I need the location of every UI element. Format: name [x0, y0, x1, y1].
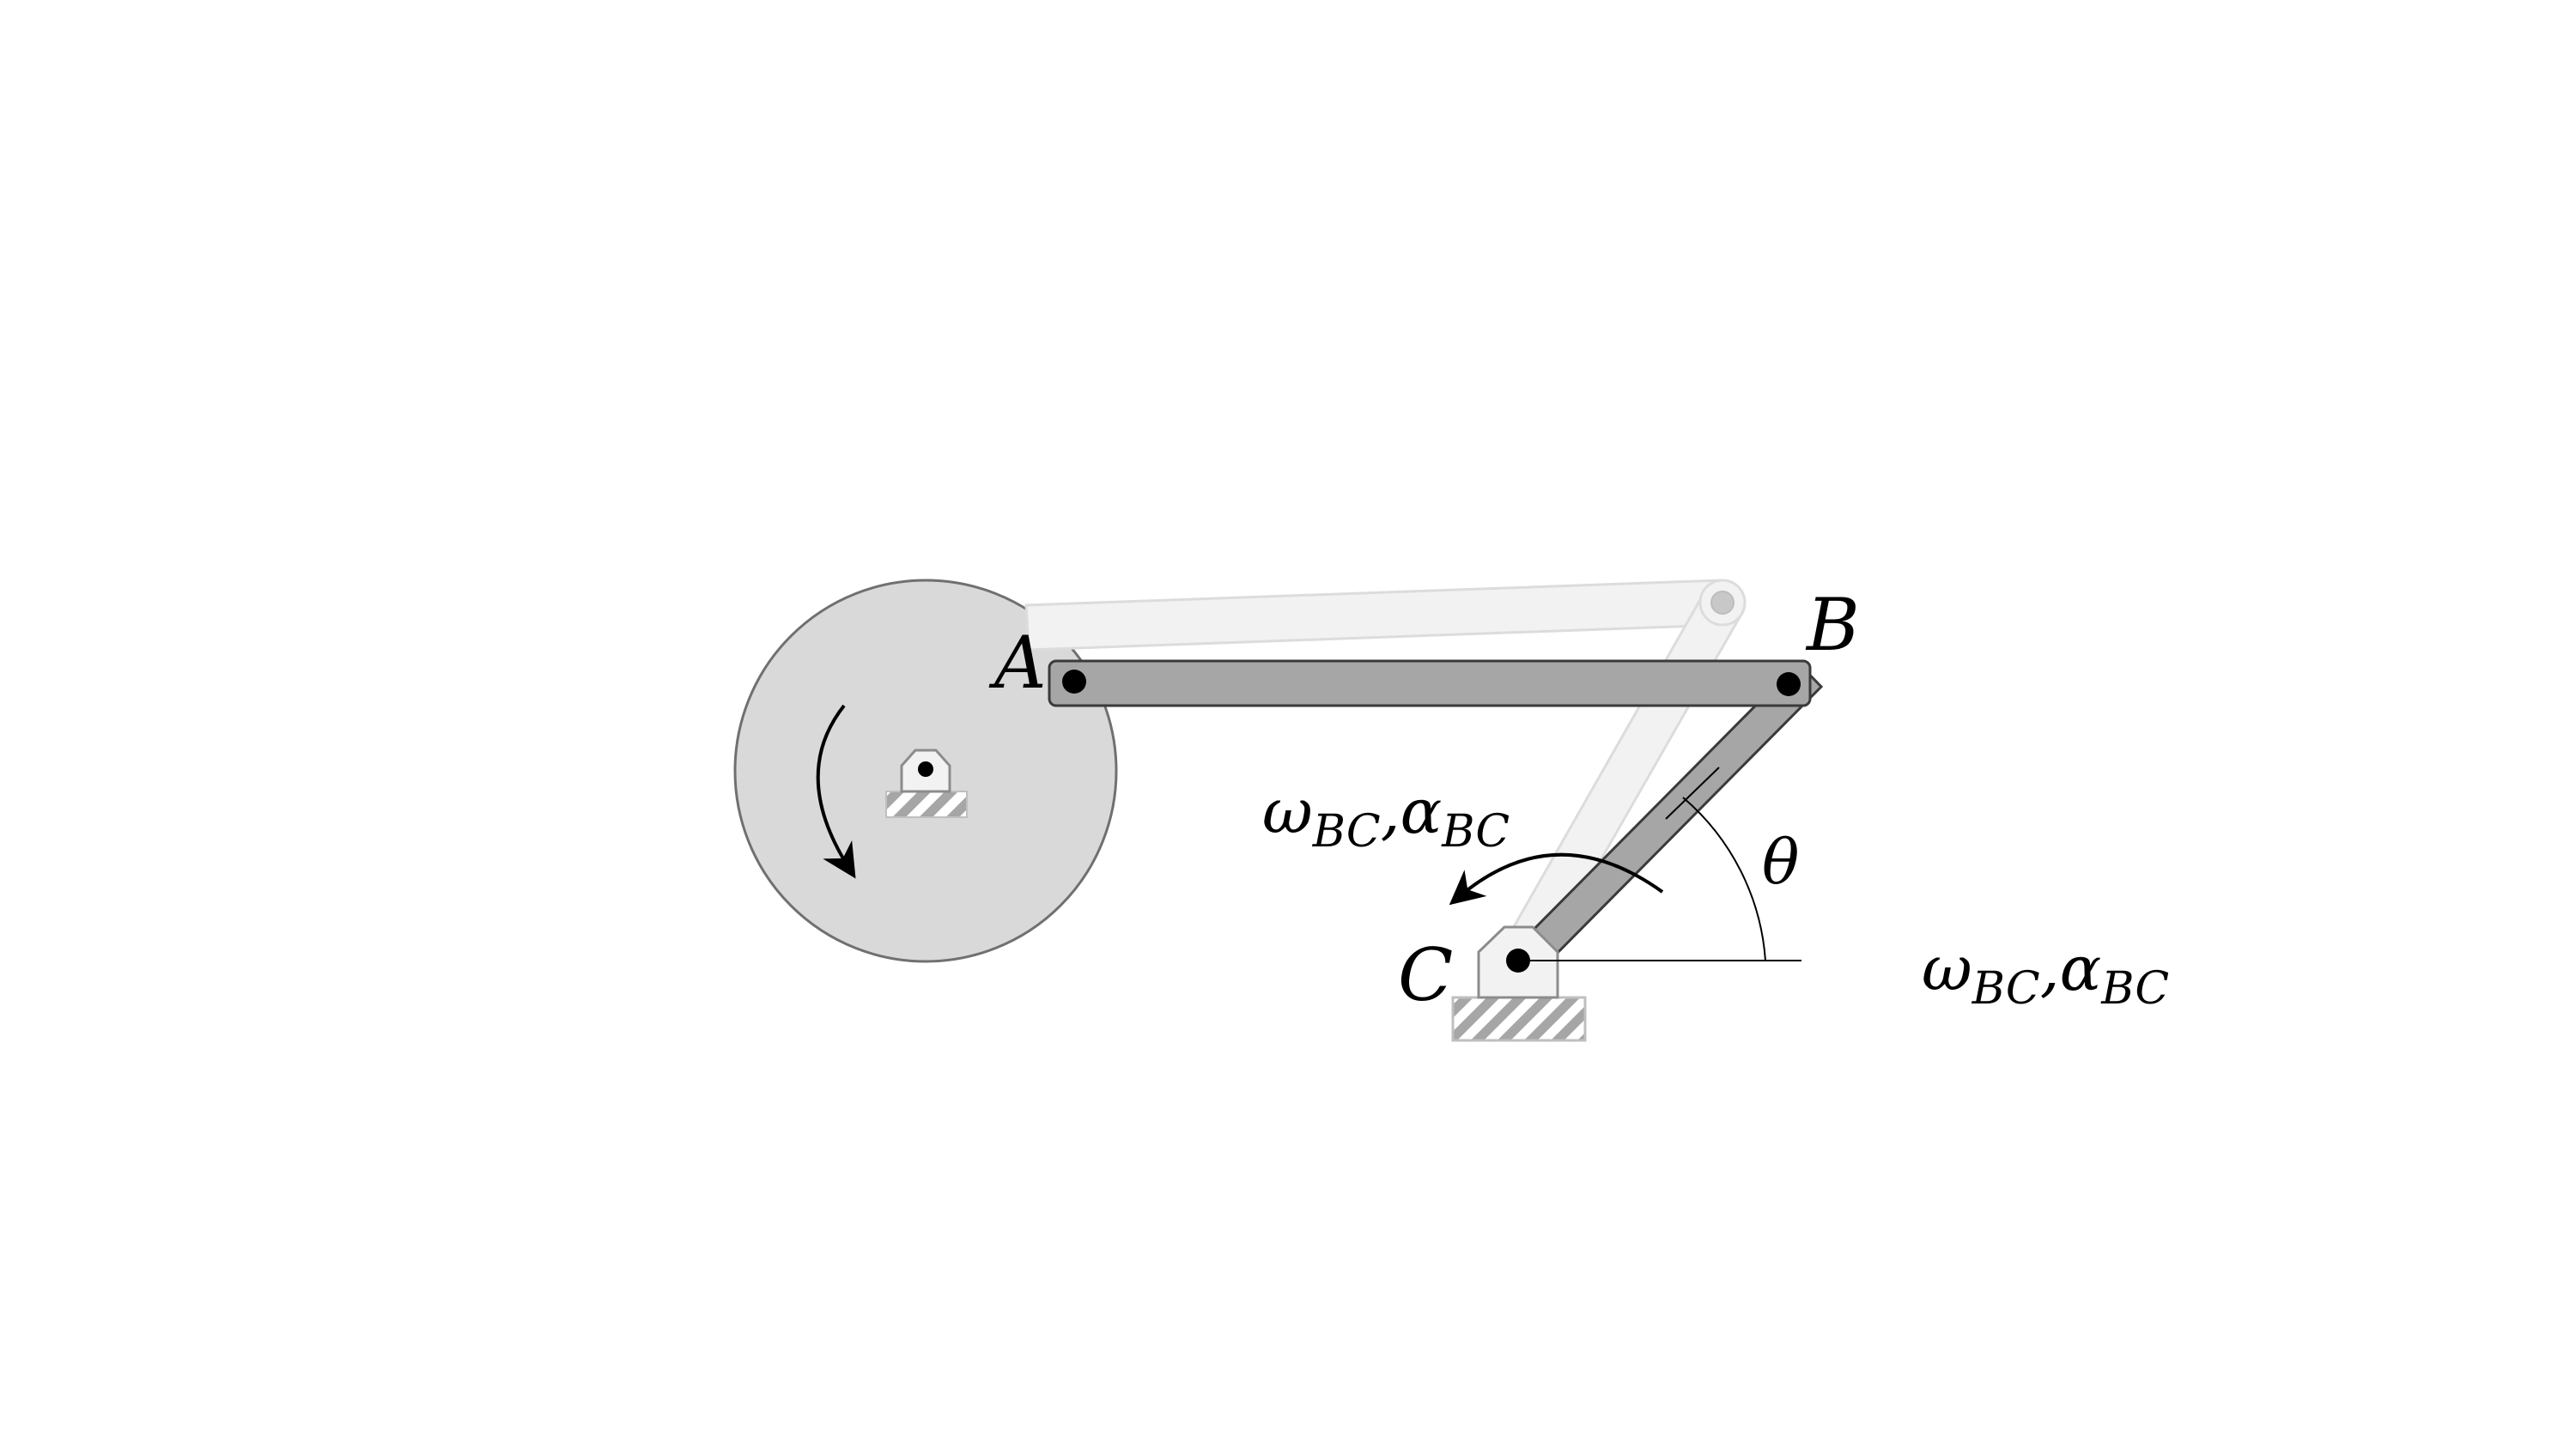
label-point-a: A [988, 621, 1047, 705]
separator-comma: , [1381, 775, 1400, 847]
label-point-c: C [1398, 933, 1453, 1017]
ground-hatch-c [1451, 996, 1587, 1042]
ghost-link-ab [1024, 579, 1725, 652]
alpha-symbol-right: α [2060, 932, 2102, 1004]
disk-center-pin [918, 761, 933, 777]
theta-angle-arc [1682, 797, 1766, 961]
theta-tick-mark [1665, 767, 1720, 820]
link-ab [1048, 659, 1812, 707]
pin-a [1062, 670, 1086, 694]
ground-support-c [1451, 925, 1587, 1042]
disk-rotation-arrow-icon [816, 704, 856, 879]
pin-b [1777, 672, 1801, 696]
label-point-b: B [1805, 583, 1860, 667]
alpha-subscript: BC [1441, 806, 1510, 858]
label-theta: θ [1762, 826, 1799, 898]
alpha-symbol: α [1400, 775, 1443, 847]
alpha-subscript-right: BC [2100, 963, 2169, 1015]
disk-support-hatch [885, 791, 968, 818]
label-omega-alpha-bc-right: ωBC,αBC [1922, 932, 2169, 1015]
disk-pin-support [885, 749, 968, 818]
ghost-linkage [1024, 579, 1747, 970]
omega-subscript: BC [1312, 806, 1381, 858]
omega-subscript-right: BC [1971, 963, 2040, 1015]
label-omega-alpha-bc: ωBC,αBC [1262, 775, 1510, 858]
omega-symbol: ω [1262, 775, 1313, 847]
omega-bc-rotation-arrow-icon [1449, 852, 1664, 906]
omega-symbol-right: ω [1922, 932, 1972, 1004]
separator-comma-right: , [2040, 932, 2060, 1004]
ghost-pin [1710, 591, 1735, 615]
pin-c [1506, 949, 1530, 973]
